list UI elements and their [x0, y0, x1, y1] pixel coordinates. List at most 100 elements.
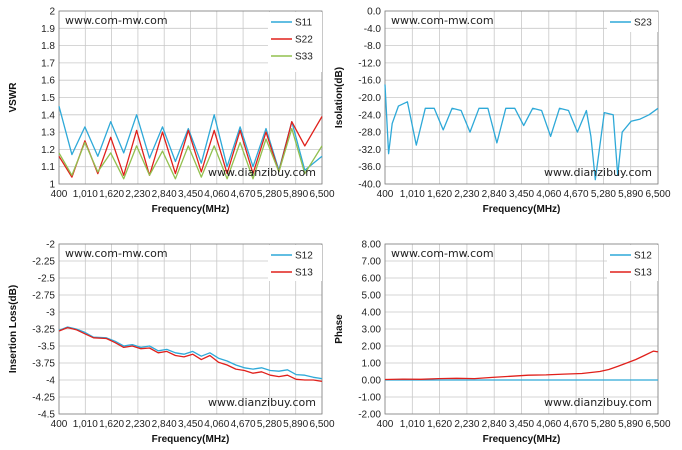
legend: S23	[607, 12, 658, 32]
x-axis-label: Frequency(MHz)	[483, 204, 561, 215]
y-tick-label: -2.00	[358, 410, 381, 421]
y-tick-label: 1.6	[41, 76, 55, 87]
y-tick-label: -12.0	[358, 58, 381, 69]
watermark-top: www.com-mw.com	[65, 247, 168, 260]
series-line-s23	[384, 84, 659, 181]
x-tick-label: 1,010	[73, 419, 98, 430]
x-tick-label: 1,620	[427, 419, 452, 430]
plot-frame	[58, 10, 323, 185]
y-tick-label: 4.00	[362, 308, 382, 319]
y-tick-label: 0.00	[362, 376, 382, 387]
x-tick-label: 3,450	[509, 419, 534, 430]
y-tick-label: 6.00	[362, 274, 382, 285]
chart-isolation: 0.0 -4.0 -8.0 -12.0 -16.0 -20.0 -24.0 -28.0 -32.…	[334, 7, 671, 216]
x-tick-label: 3,450	[178, 419, 203, 430]
x-tick-label: 400	[51, 419, 68, 430]
x-tick-label: 4,060	[204, 189, 229, 200]
y-tick-label: -1.00	[358, 393, 381, 404]
x-tick-label: 5,890	[618, 189, 643, 200]
chart-vswr: 1 1.1 1.2 1.3 1.4 1.5 1.6 1.7 1.8 1.9 2 400 1,010 1,6…	[8, 7, 335, 216]
chart-insertion: -2 -2.25 -2.5 -2.75 -3 -3.25 -3.5 -3.75 -4 -4.25 -…	[8, 240, 335, 446]
x-axis-label: Frequency(MHz)	[152, 434, 230, 445]
y-tick-label: 1.1	[41, 162, 55, 173]
x-tick-label: 2,230	[125, 419, 150, 430]
legend-label-s13: S13	[634, 268, 652, 279]
y-tick-label: -36.0	[358, 162, 381, 173]
y-tick-label: 1.4	[41, 110, 55, 121]
y-tick-label: -32.0	[358, 145, 381, 156]
y-tick-label: 1	[49, 180, 55, 191]
watermark-bottom: www.dianzibuy.com	[208, 166, 316, 179]
watermark-bottom: www.dianzibuy.com	[544, 396, 652, 409]
y-tick-label: -4	[46, 376, 55, 387]
watermark-top: www.com-mw.com	[391, 247, 494, 260]
y-tick-label: -4.5	[38, 410, 56, 421]
x-tick-label: 2,230	[125, 189, 150, 200]
y-tick-label: 2	[49, 7, 55, 18]
x-tick-label: 4,060	[536, 419, 561, 430]
series-line-s13	[384, 350, 659, 381]
x-tick-label: 3,450	[509, 189, 534, 200]
x-tick-label: 2,840	[152, 189, 177, 200]
x-tick-label: 400	[377, 189, 394, 200]
x-tick-label: 4,670	[231, 189, 256, 200]
x-tick-label: 2,840	[482, 419, 507, 430]
chart-phase: 8.00 7.00 6.00 5.00 4.00 3.00 2.00 1.00 0.00 -1.0…	[334, 240, 671, 446]
watermark-top: www.com-mw.com	[65, 14, 168, 27]
x-tick-label: 3,450	[178, 189, 203, 200]
y-tick-label: 1.2	[41, 145, 55, 156]
legend-label-s12: S12	[295, 251, 313, 262]
x-tick-label: 5,890	[283, 419, 308, 430]
y-tick-label: 1.9	[41, 24, 55, 35]
plot-frame	[384, 10, 659, 185]
y-tick-label: -2.5	[38, 274, 56, 285]
x-tick-label: 1,010	[400, 189, 425, 200]
y-tick-label: 0.0	[367, 7, 381, 18]
y-tick-label: 1.8	[41, 41, 55, 52]
y-tick-label: -4.25	[32, 393, 55, 404]
series-line-s11	[58, 106, 323, 171]
x-tick-label: 400	[377, 419, 394, 430]
x-tick-label: 4,670	[564, 189, 589, 200]
x-tick-label: 1,620	[427, 189, 452, 200]
x-tick-label: 1,010	[73, 189, 98, 200]
x-tick-label: 2,840	[482, 189, 507, 200]
x-tick-label: 6,500	[309, 189, 334, 200]
legend-box	[607, 12, 658, 32]
x-axis-label: Frequency(MHz)	[152, 204, 230, 215]
y-axis-label: Isolation(dB)	[334, 67, 345, 128]
x-tick-label: 2,840	[152, 419, 177, 430]
x-tick-label: 6,500	[645, 189, 670, 200]
y-tick-label: -40.0	[358, 180, 381, 191]
x-tick-label: 1,010	[400, 419, 425, 430]
x-tick-label: 6,500	[645, 419, 670, 430]
y-tick-label: -4.0	[364, 24, 382, 35]
y-tick-label: 7.00	[362, 257, 382, 268]
x-tick-label: 5,280	[257, 189, 282, 200]
x-tick-label: 1,620	[99, 419, 124, 430]
x-tick-label: 400	[51, 189, 68, 200]
x-tick-label: 5,890	[283, 189, 308, 200]
x-tick-label: 5,280	[591, 419, 616, 430]
y-tick-label: -8.0	[364, 41, 382, 52]
watermark-top: www.com-mw.com	[391, 14, 494, 27]
plot-frame	[384, 243, 659, 415]
legend-box	[607, 245, 658, 281]
legend-label-s22: S22	[295, 35, 313, 46]
legend-label-s23: S23	[634, 18, 652, 29]
y-tick-label: -3	[46, 308, 55, 319]
legend-label-s11: S11	[295, 18, 312, 29]
legend: S12 S13	[607, 245, 658, 281]
x-tick-label: 5,280	[257, 419, 282, 430]
x-tick-label: 6,500	[309, 419, 334, 430]
watermark-bottom: www.dianzibuy.com	[544, 166, 652, 179]
y-tick-label: 8.00	[362, 240, 382, 251]
y-tick-label: 1.7	[41, 58, 55, 69]
legend: S11 S22 S33	[268, 12, 322, 72]
x-tick-label: 4,670	[564, 419, 589, 430]
y-tick-label: -20.0	[358, 93, 381, 104]
legend: S12 S13	[268, 245, 322, 281]
y-tick-label: -2.25	[32, 257, 55, 268]
x-tick-label: 2,230	[454, 419, 479, 430]
y-tick-label: -24.0	[358, 110, 381, 121]
